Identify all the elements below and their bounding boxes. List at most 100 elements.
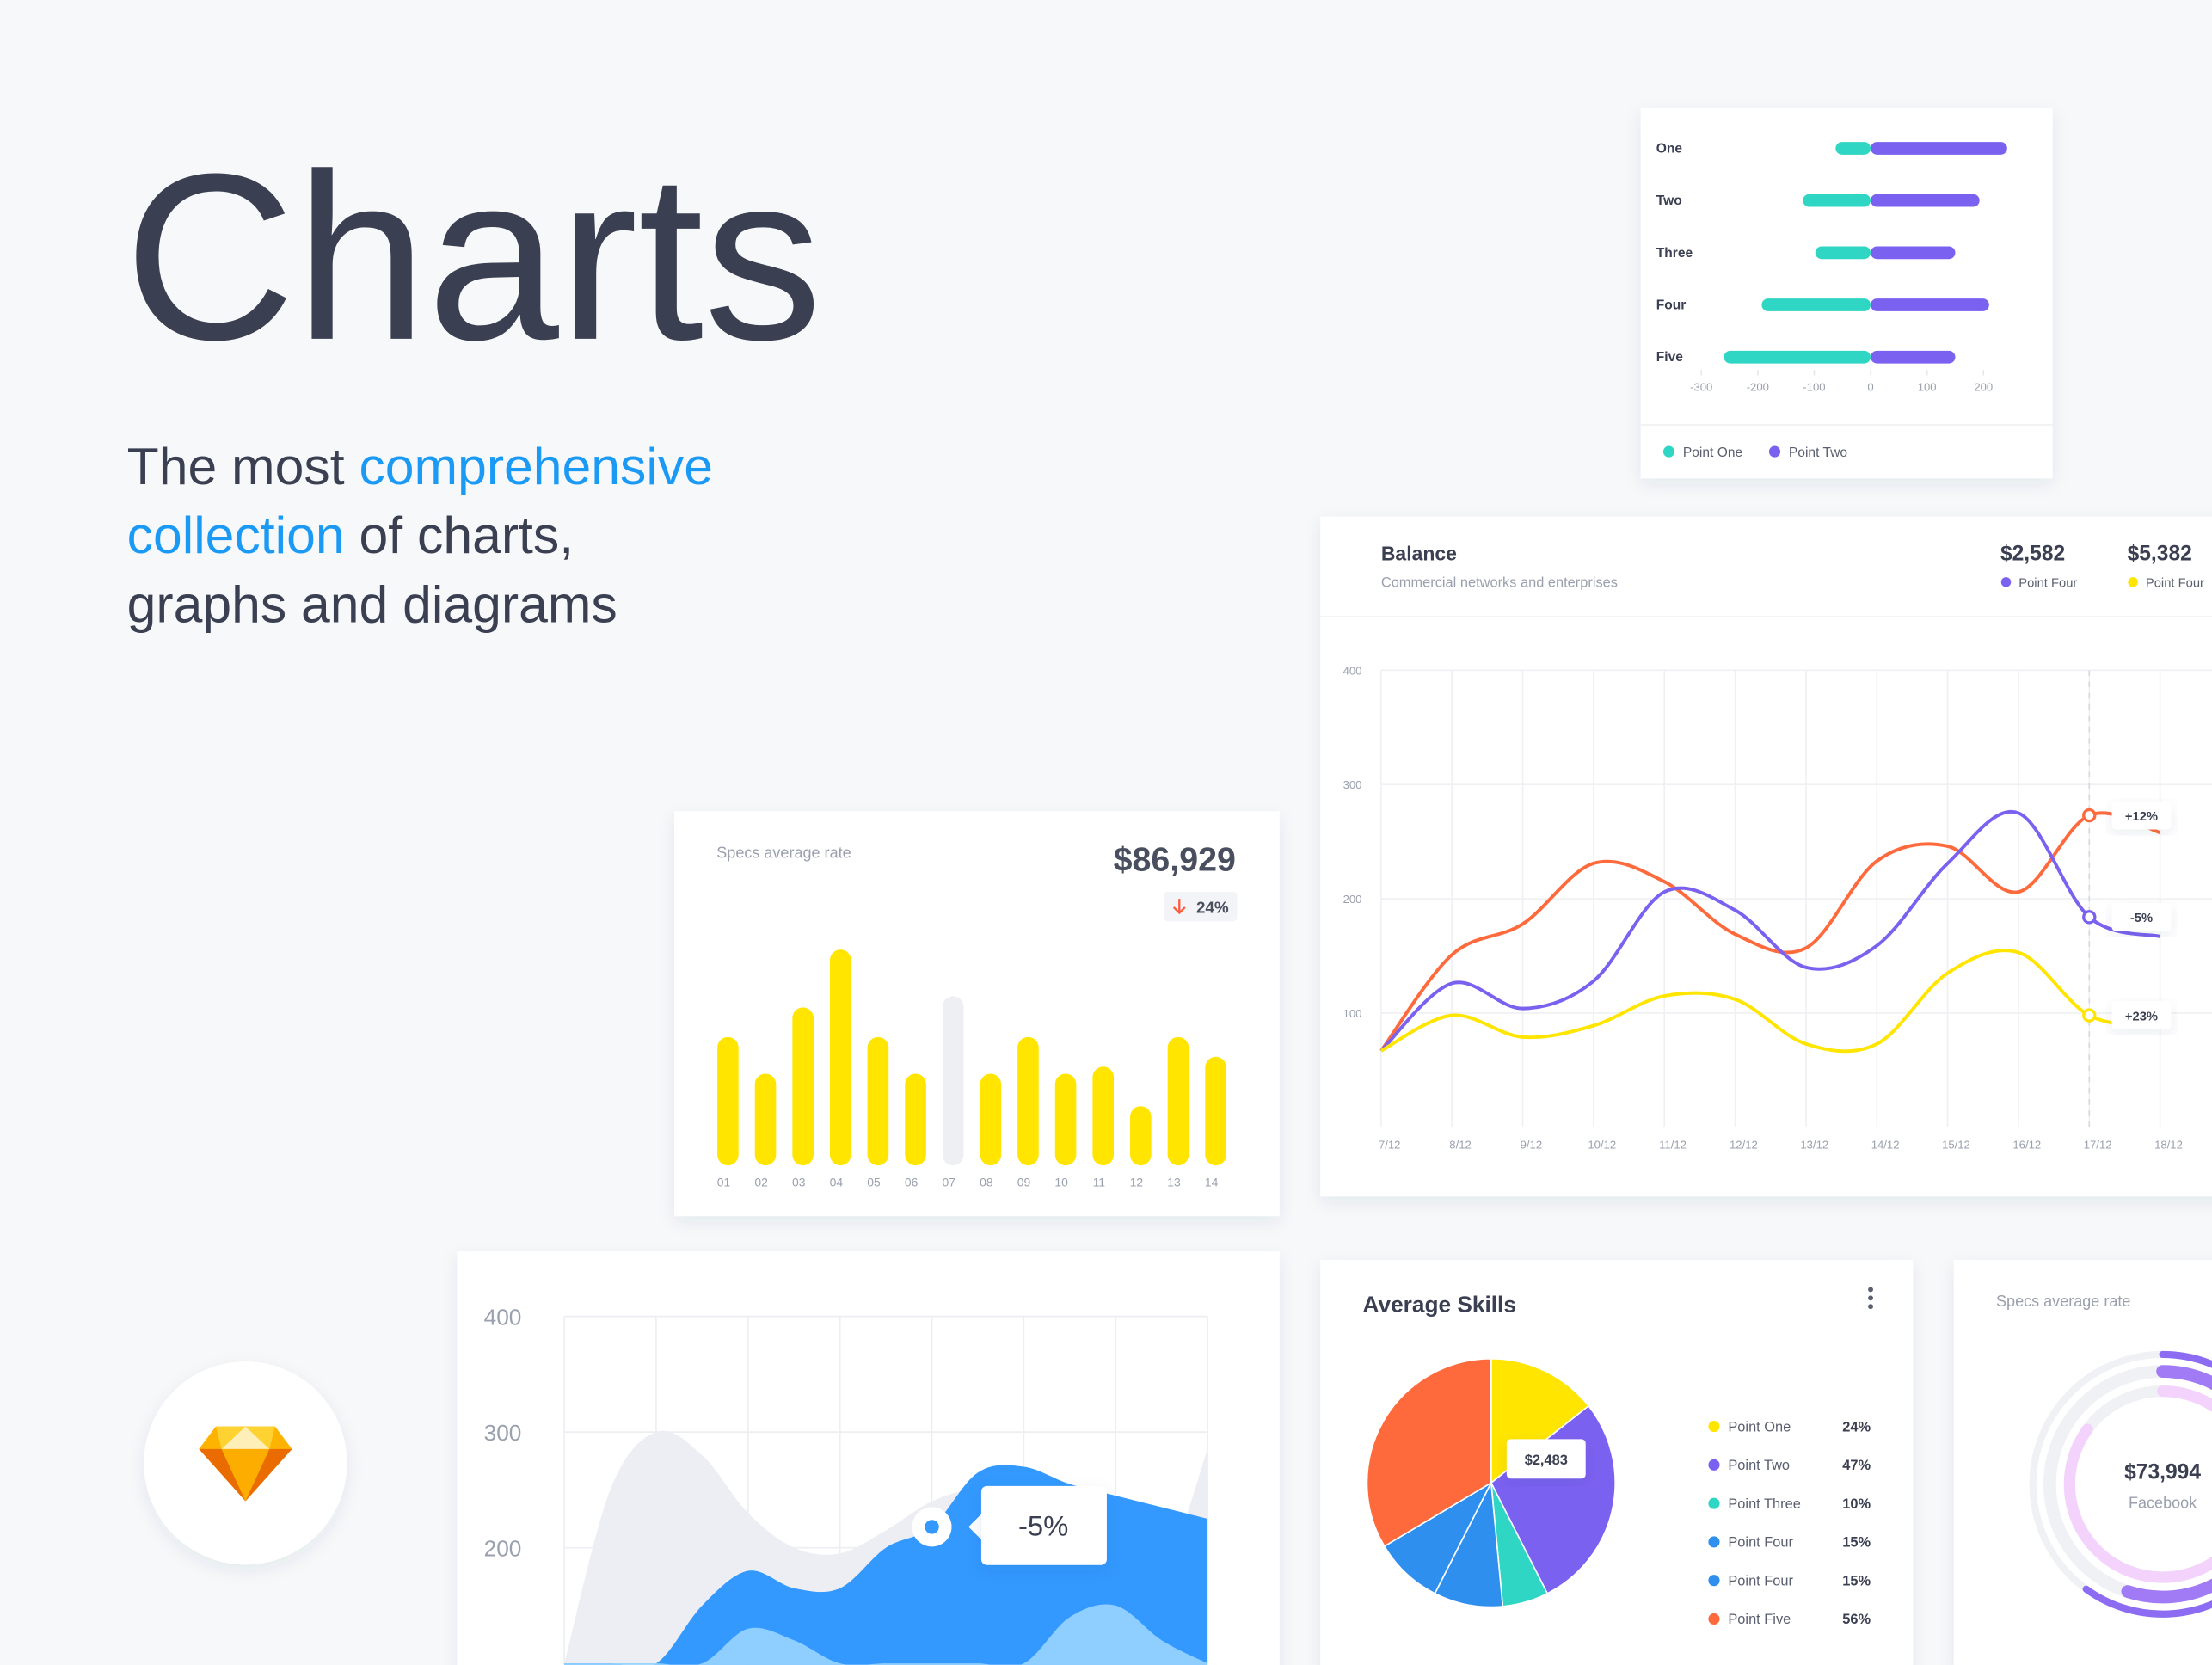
card-title: Balance <box>1381 542 1457 564</box>
x-tick-label: 13 <box>1167 1176 1181 1189</box>
center-value: $73,994 <box>2124 1460 2201 1484</box>
legend-dot <box>1662 445 1675 458</box>
legend-label: Point Five <box>1728 1612 1791 1627</box>
bar <box>1835 142 1871 155</box>
subtitle-part: of charts, <box>345 506 574 564</box>
category-label: Three <box>1656 246 1693 261</box>
legend-label: Point Four <box>1728 1535 1793 1551</box>
x-tick-label: 01 <box>717 1176 731 1189</box>
pie-slice <box>1383 1481 1493 1594</box>
bar <box>1815 246 1871 260</box>
y-tick-label: 200 <box>484 1535 522 1561</box>
center-label: Facebook <box>2129 1495 2197 1512</box>
annotation-pointer <box>968 1514 981 1540</box>
x-tick-label: 12/12 <box>1730 1138 1758 1151</box>
bar <box>867 1036 889 1166</box>
ring-arc <box>2063 1385 2212 1583</box>
legend-dot <box>1708 1575 1720 1587</box>
line <box>1379 811 2161 1052</box>
stat-value: $2,582 <box>2000 542 2065 565</box>
y-tick-label: 200 <box>1343 893 1362 906</box>
x-tick-label: 11/12 <box>1659 1138 1687 1151</box>
annotation-box <box>2111 1001 2172 1030</box>
annotation-label: $2,483 <box>1525 1453 1568 1468</box>
bar <box>1871 142 2007 155</box>
bar <box>1871 350 1956 364</box>
x-tick-label: -300 <box>1690 381 1712 394</box>
card-title: Specs average rate <box>716 845 851 862</box>
y-tick-label: 400 <box>484 1304 522 1330</box>
y-tick-label: 100 <box>1343 1007 1362 1020</box>
annotation-box <box>1506 1439 1586 1479</box>
x-tick-label: 14/12 <box>1871 1138 1900 1151</box>
x-tick-label: 8/12 <box>1449 1138 1472 1151</box>
line <box>1379 949 2160 1054</box>
bar <box>717 1036 739 1166</box>
x-tick-label: 10 <box>1054 1176 1068 1189</box>
value-label: 56% <box>1842 1612 1871 1627</box>
subtitle-part: graphs and diagrams <box>127 575 618 634</box>
legend-dot <box>1708 1497 1720 1509</box>
x-tick-label: 7/12 <box>1379 1138 1401 1151</box>
x-tick-label: 100 <box>1918 381 1937 394</box>
value-label: 24% <box>1842 1419 1871 1435</box>
bar <box>792 1007 814 1166</box>
legend-dot <box>1708 1536 1720 1548</box>
hero-subtitle: The most comprehensive collection of cha… <box>127 437 728 634</box>
legend-dot <box>2000 577 2012 587</box>
x-tick-label: 12 <box>1130 1176 1144 1189</box>
legend-label: Point Four <box>2146 577 2204 591</box>
pie-slice <box>1366 1358 1492 1548</box>
category-label: One <box>1656 141 1683 156</box>
menu-icon[interactable] <box>1868 1287 1873 1310</box>
ring-arc <box>2029 1350 2212 1618</box>
badge <box>1164 891 1238 922</box>
legend-label: Point Three <box>1728 1496 1800 1512</box>
legend-label: Point Two <box>1789 445 1847 460</box>
point-marker <box>2082 808 2097 823</box>
x-tick-label: -100 <box>1803 381 1825 394</box>
bar <box>1871 298 1989 311</box>
y-tick-label: 400 <box>1343 664 1362 677</box>
x-tick-label: 05 <box>867 1176 881 1189</box>
legend-label: Point Two <box>1728 1458 1790 1473</box>
x-tick-label: 02 <box>754 1176 768 1189</box>
annotation-box <box>2111 801 2172 830</box>
legend-dot <box>2128 577 2138 587</box>
annotation-box <box>980 1485 1107 1565</box>
x-tick-label: 09 <box>1017 1176 1031 1189</box>
annotation-label: +23% <box>2125 1010 2158 1023</box>
legend-dot <box>1708 1613 1720 1625</box>
x-tick-label: 07 <box>943 1176 956 1189</box>
hero-title: Charts <box>124 126 822 390</box>
value-label: 47% <box>1842 1458 1871 1473</box>
x-tick-label: 13/12 <box>1800 1138 1828 1151</box>
card-title: Specs average rate <box>1996 1293 2130 1310</box>
headline-value: $86,929 <box>1114 840 1236 878</box>
value-label: 15% <box>1842 1573 1871 1588</box>
legend-label: Point Four <box>2018 577 2077 591</box>
sketch-logo <box>199 1426 292 1502</box>
bar <box>942 996 964 1166</box>
x-tick-label: 16/12 <box>2012 1138 2041 1151</box>
x-tick-label: 18/12 <box>2154 1138 2183 1151</box>
bar <box>1017 1036 1039 1166</box>
ring-arc <box>2043 1365 2212 1604</box>
pie-slice <box>1434 1480 1504 1608</box>
x-tick-label: -200 <box>1747 381 1769 394</box>
card <box>1640 107 2053 479</box>
point-marker <box>2082 910 2097 925</box>
line <box>1379 809 2161 1053</box>
x-tick-label: 200 <box>1974 381 1993 394</box>
x-tick-label: 15/12 <box>1942 1138 1970 1151</box>
value-label: 15% <box>1842 1535 1871 1551</box>
point-marker <box>2082 1008 2097 1023</box>
subtitle-highlight: collection <box>127 506 345 564</box>
card <box>1320 516 2212 1197</box>
y-tick-label: 300 <box>484 1420 522 1446</box>
bar <box>754 1073 777 1166</box>
x-tick-label: 17/12 <box>2084 1138 2112 1151</box>
bar <box>1130 1106 1152 1166</box>
